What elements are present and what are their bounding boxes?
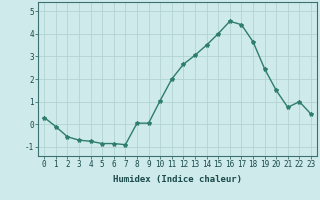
X-axis label: Humidex (Indice chaleur): Humidex (Indice chaleur) [113, 175, 242, 184]
